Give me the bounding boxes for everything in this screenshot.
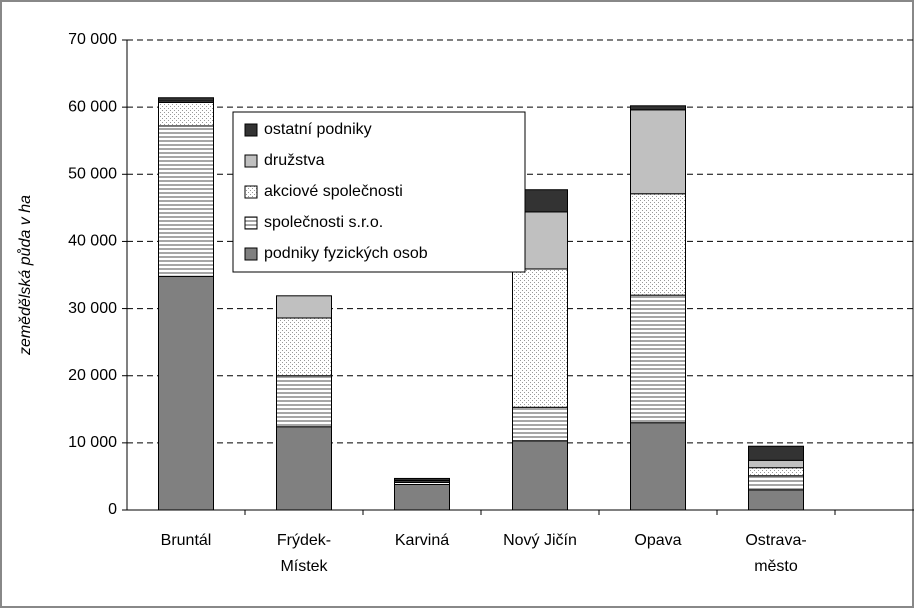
y-tick-label: 50 000	[68, 166, 117, 183]
bar-segment	[158, 125, 214, 277]
legend-label: podniky fyzických osob	[264, 245, 428, 262]
legend-label: společnosti s.r.o.	[264, 214, 383, 231]
y-tick-label: 60 000	[68, 98, 117, 115]
bar-segment	[512, 440, 568, 511]
bar-segment	[276, 375, 332, 428]
bar-segment	[394, 483, 450, 511]
legend-swatch	[244, 185, 258, 199]
bar-segment	[512, 406, 568, 442]
legend: ostatní podniky družstva akciové společnos…	[232, 111, 526, 273]
x-tick-label: Frýdek- Místek	[276, 532, 332, 575]
legend-label: akciové společnosti	[264, 183, 403, 200]
x-tick-label: Ostrava- město	[745, 532, 807, 575]
y-tick-label: 30 000	[68, 300, 117, 317]
legend-label: družstva	[264, 152, 325, 169]
bar-segment	[748, 467, 804, 477]
bar-segment	[630, 422, 686, 511]
y-tick-label: 20 000	[68, 367, 117, 384]
legend-box	[232, 111, 526, 273]
x-tick-label: Bruntál	[160, 532, 212, 549]
y-tick-label: 70 000	[68, 31, 117, 48]
x-tick-label: Nový Jičín	[503, 532, 577, 549]
legend-swatch	[244, 123, 258, 137]
bar-segment	[748, 445, 804, 461]
bar-segment	[158, 275, 214, 511]
y-axis-label: zemědělská půda v ha	[16, 195, 34, 356]
y-tick-label: 40 000	[68, 233, 117, 250]
bar-segment	[158, 97, 214, 102]
legend-swatch	[244, 247, 258, 261]
bar-segment	[748, 459, 804, 469]
bar-segment	[630, 294, 686, 424]
bar-segment	[512, 268, 568, 408]
bar-segment	[748, 475, 804, 491]
bar-segment	[158, 101, 214, 127]
y-tick-label: 0	[108, 501, 117, 518]
bar-segment	[394, 477, 450, 481]
bar-segment	[748, 489, 804, 511]
x-tick-label: Karviná	[394, 532, 450, 549]
bar-segment	[630, 193, 686, 296]
bar-segment	[630, 105, 686, 111]
bar-segment	[630, 109, 686, 195]
bar-segment	[276, 317, 332, 377]
x-tick-label: Opava	[634, 532, 682, 549]
bar-segment	[276, 295, 332, 319]
legend-swatch	[244, 216, 258, 230]
legend-swatch	[244, 154, 258, 168]
bar-segment	[276, 426, 332, 511]
y-tick-label: 10 000	[68, 434, 117, 451]
legend-label: ostatní podniky	[264, 121, 372, 138]
